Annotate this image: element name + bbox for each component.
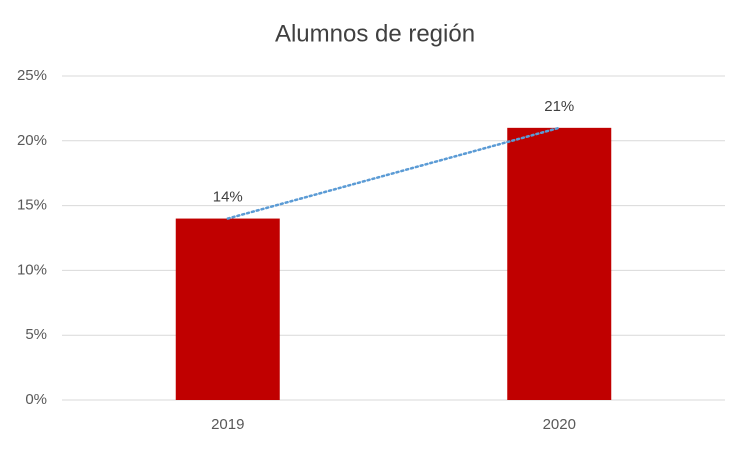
y-tick-label: 15% [17, 197, 47, 214]
value-label: 21% [544, 98, 574, 115]
y-tick-label: 5% [25, 326, 47, 343]
y-tick-label: 25% [17, 67, 47, 84]
x-tick-label: 2020 [543, 416, 576, 433]
trendline [226, 126, 561, 220]
bar [507, 127, 612, 400]
value-label: 14% [213, 189, 243, 206]
bar [175, 218, 280, 400]
chart-title: Alumnos de región [275, 20, 475, 47]
y-tick-label: 10% [17, 261, 47, 278]
x-tick-label: 2019 [211, 416, 244, 433]
y-tick-label: 20% [17, 132, 47, 149]
y-tick-label: 0% [25, 391, 47, 408]
